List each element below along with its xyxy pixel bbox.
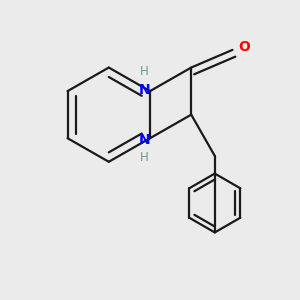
Text: N: N [138, 133, 150, 147]
Text: H: H [140, 151, 148, 164]
Text: N: N [138, 82, 150, 97]
Text: O: O [238, 40, 250, 54]
Text: H: H [140, 65, 148, 79]
